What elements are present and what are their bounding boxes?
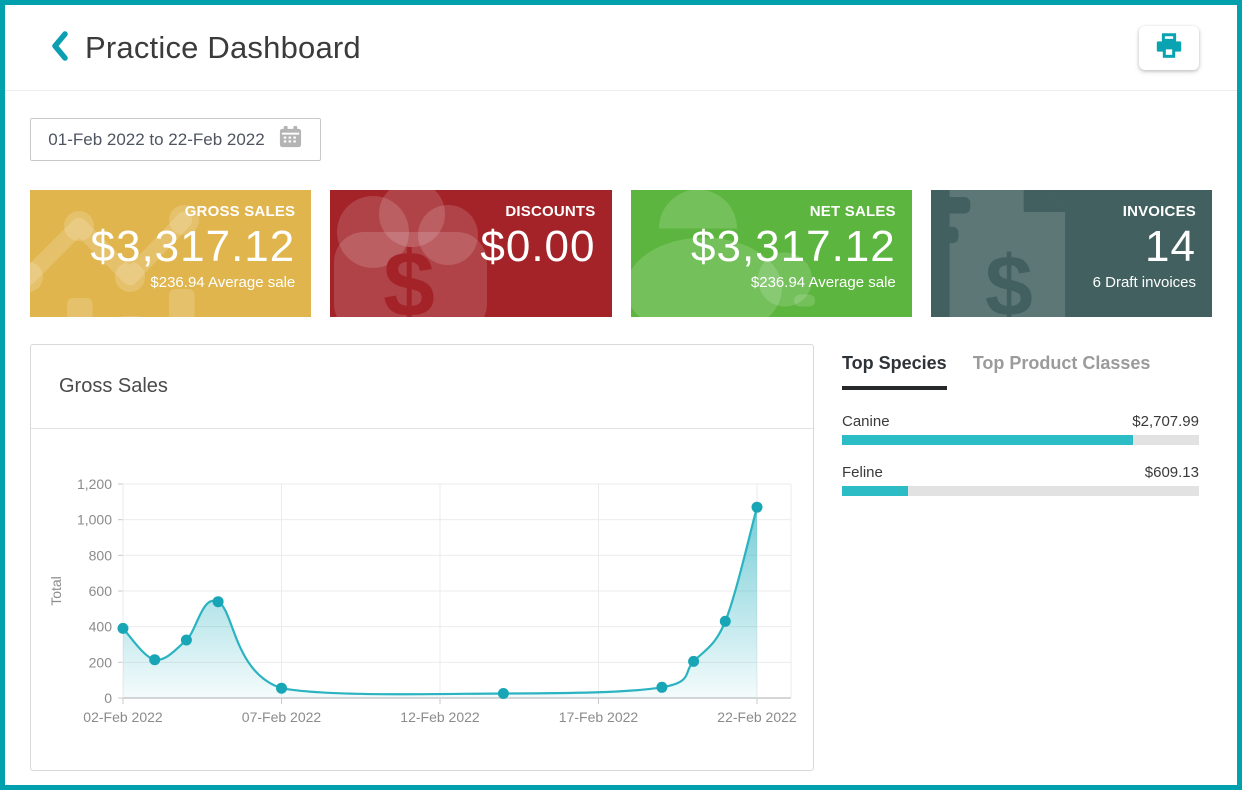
tabs: Top Species Top Product Classes	[842, 353, 1199, 390]
progress-bar-track	[842, 486, 1199, 496]
svg-text:17-Feb 2022: 17-Feb 2022	[559, 709, 639, 725]
chart-body: 0 200 400 600 800 1,000 1,200 02-Feb 2022 07-Feb…	[31, 429, 813, 770]
card-value: $3,317.12	[691, 222, 896, 271]
species-value: $2,707.99	[1132, 413, 1199, 430]
header: Practice Dashboard	[5, 5, 1237, 91]
card-value: $0.00	[480, 222, 596, 271]
card-label: DISCOUNTS	[505, 203, 596, 220]
gross-sales-chart: 0 200 400 600 800 1,000 1,200 02-Feb 2022 07-Feb…	[48, 476, 797, 725]
card-subtext	[346, 274, 595, 292]
progress-bar-fill	[842, 435, 1134, 445]
print-button[interactable]	[1139, 25, 1199, 70]
progress-bar-fill	[842, 486, 908, 496]
printer-icon	[1154, 31, 1184, 64]
svg-text:200: 200	[89, 654, 113, 670]
card-value: 14	[1145, 222, 1196, 271]
card-discounts: $ DISCOUNTS $0.00	[330, 190, 612, 317]
lower-row: Gross Sales 0 200 400 600 800 1,000 1,200 02-Fe…	[30, 344, 1212, 771]
svg-text:07-Feb 2022: 07-Feb 2022	[242, 709, 322, 725]
card-subtext: $236.94 Average sale	[750, 273, 896, 291]
chart-title: Gross Sales	[59, 375, 168, 397]
species-value: $609.13	[1144, 464, 1199, 481]
date-range-picker[interactable]: 01-Feb 2022 to 22-Feb 2022	[30, 118, 321, 161]
progress-bar-track	[842, 435, 1199, 445]
svg-text:600: 600	[89, 583, 113, 599]
card-invoices: $ INVOICES 14 6 Draft invoices	[930, 190, 1212, 317]
svg-text:800: 800	[89, 547, 113, 563]
svg-text:400: 400	[89, 619, 113, 635]
page-title: Practice Dashboard	[85, 29, 361, 65]
calendar-icon	[278, 125, 303, 155]
svg-text:1,200: 1,200	[77, 476, 112, 492]
back-button[interactable]	[50, 30, 69, 65]
gross-sales-panel: Gross Sales 0 200 400 600 800 1,000 1,200 02-Fe…	[30, 344, 814, 771]
card-label: GROSS SALES	[184, 203, 296, 220]
svg-text:02-Feb 2022: 02-Feb 2022	[83, 709, 163, 725]
card-subtext: $236.94 Average sale	[150, 273, 296, 291]
svg-text:22-Feb 2022: 22-Feb 2022	[717, 709, 797, 725]
date-range-value: 01-Feb 2022 to 22-Feb 2022	[48, 129, 265, 149]
content-area: 01-Feb 2022 to 22-Feb 2022	[5, 118, 1237, 771]
card-label: NET SALES	[809, 203, 896, 220]
chevron-left-icon	[50, 30, 69, 65]
card-net-sales: NET SALES $3,317.12 $236.94 Average sale	[630, 190, 912, 317]
species-list: Canine $2,707.99 Feline $609.13	[842, 413, 1199, 496]
chart-header: Gross Sales	[31, 345, 813, 429]
species-label: Feline	[842, 464, 883, 481]
tab-top-product-classes[interactable]: Top Product Classes	[973, 353, 1151, 390]
species-row-feline: Feline $609.13	[842, 464, 1199, 496]
card-label: INVOICES	[1122, 203, 1196, 220]
tab-top-species[interactable]: Top Species	[842, 353, 947, 390]
card-value: $3,317.12	[90, 222, 296, 271]
card-subtext: 6 Draft invoices	[1092, 273, 1196, 291]
kpi-cards: GROSS SALES $3,317.12 $236.94 Average sa…	[30, 190, 1212, 317]
card-gross-sales: GROSS SALES $3,317.12 $236.94 Average sa…	[30, 190, 312, 317]
species-label: Canine	[842, 413, 890, 430]
svg-text:0: 0	[104, 690, 112, 706]
species-row-canine: Canine $2,707.99	[842, 413, 1199, 445]
side-panel: Top Species Top Product Classes Canine $…	[842, 344, 1212, 771]
svg-text:12-Feb 2022: 12-Feb 2022	[400, 709, 480, 725]
svg-text:Total: Total	[48, 576, 64, 606]
svg-text:1,000: 1,000	[77, 512, 112, 528]
